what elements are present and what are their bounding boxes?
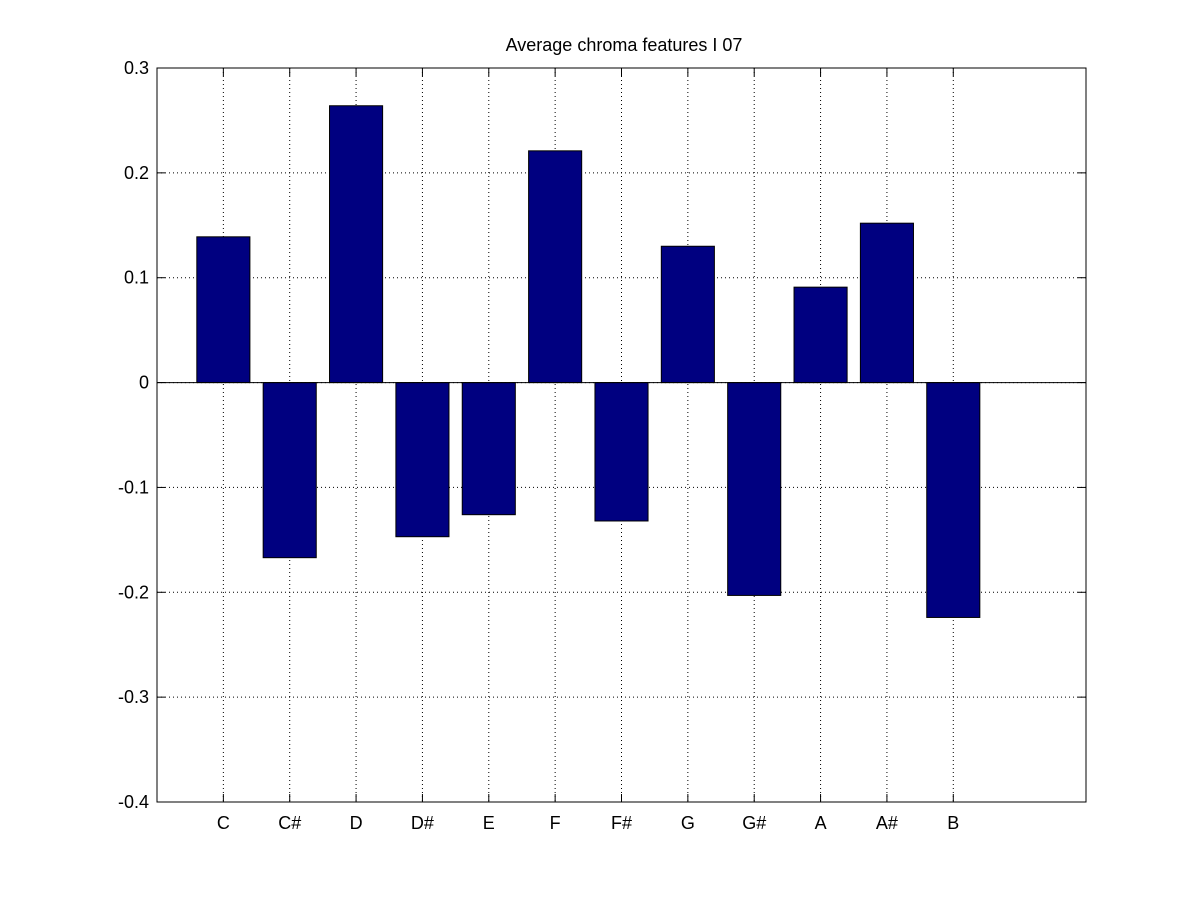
x-tick-label: D#: [411, 813, 434, 833]
bar-a-sharp: [859, 222, 914, 384]
bar-c: [196, 236, 251, 384]
bar-e: [461, 382, 516, 516]
bar-g: [660, 245, 715, 384]
x-tick-label: G: [681, 813, 695, 833]
bar-f: [528, 150, 583, 384]
bar-c-sharp: [262, 382, 317, 559]
ticks-layer: -0.4 -0.3 -0.2 -0.1 0 0.1 0.2 0.3 C C# D D# E F F# G G# A…: [118, 58, 1086, 833]
x-tick-label: F: [550, 813, 561, 833]
x-tick-label: C: [217, 813, 230, 833]
y-tick-label: 0: [139, 373, 149, 393]
x-tick-label: A#: [876, 813, 898, 833]
x-tick-label: D: [350, 813, 363, 833]
y-tick-label: 0.2: [124, 163, 149, 183]
x-tick-label: C#: [278, 813, 301, 833]
bar-d-sharp: [395, 382, 450, 538]
bar-d: [329, 105, 384, 384]
y-tick-label: 0.3: [124, 58, 149, 78]
x-tick-label: A: [815, 813, 827, 833]
y-tick-label: -0.3: [118, 687, 149, 707]
y-tick-label: -0.4: [118, 792, 149, 812]
y-tick-label: -0.2: [118, 582, 149, 602]
x-tick-label: F#: [611, 813, 632, 833]
y-tick-label: 0.1: [124, 268, 149, 288]
bars-layer: [196, 105, 981, 618]
x-tick-label: G#: [742, 813, 766, 833]
bar-f-sharp: [594, 382, 649, 522]
x-tick-label: B: [947, 813, 959, 833]
y-tick-label: -0.1: [118, 477, 149, 497]
bar-g-sharp: [727, 382, 782, 596]
bar-a: [793, 286, 848, 384]
chart-title: Average chroma features I 07: [506, 35, 743, 55]
bar-b: [926, 382, 981, 618]
x-tick-label: E: [483, 813, 495, 833]
